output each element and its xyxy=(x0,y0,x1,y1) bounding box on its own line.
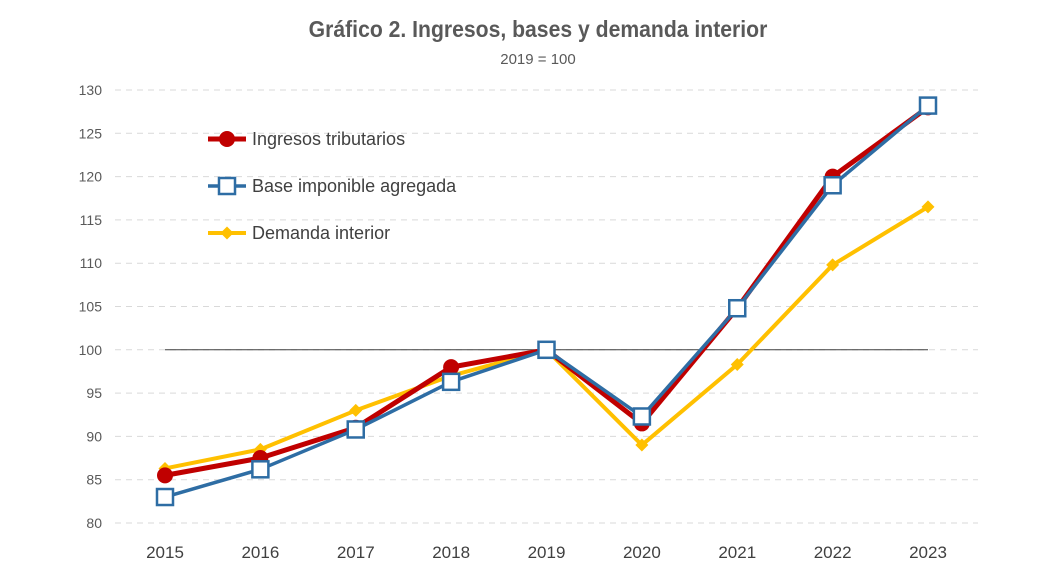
point-base-imponible-agregada-2018 xyxy=(441,372,461,392)
y-tick-label-90: 90 xyxy=(86,428,102,444)
y-tick-label-120: 120 xyxy=(79,169,103,185)
series-line-demanda-interior xyxy=(164,205,930,471)
point-base-imponible-agregada-2023 xyxy=(918,96,938,115)
y-tick-label-130: 130 xyxy=(79,82,103,98)
series-line-ingresos-tributarios xyxy=(164,105,930,478)
y-tick-label-95: 95 xyxy=(86,385,102,401)
chart-title: Gráfico 2. Ingresos, bases y demanda int… xyxy=(308,16,768,42)
series-line-base-imponible-agregada xyxy=(164,104,930,499)
x-tick-label-2015: 2015 xyxy=(146,543,184,562)
point-base-imponible-agregada-2017 xyxy=(346,420,365,439)
point-ingresos-tributarios-2018 xyxy=(443,359,460,376)
legend-label-demanda-interior: Demanda interior xyxy=(252,223,390,243)
legend-marker-base-imponible-agregada xyxy=(217,176,237,196)
y-tick-label-100: 100 xyxy=(79,342,103,358)
point-demanda-interior-2022 xyxy=(826,258,840,272)
y-tick-label-105: 105 xyxy=(79,299,103,315)
point-base-imponible-agregada-2022 xyxy=(823,176,842,195)
y-tick-label-110: 110 xyxy=(80,255,103,271)
x-tick-label-2023: 2023 xyxy=(909,543,947,562)
point-demanda-interior-2023 xyxy=(921,200,935,214)
x-tick-label-2016: 2016 xyxy=(241,543,279,562)
point-demanda-interior-2021 xyxy=(730,358,744,372)
point-ingresos-tributarios-2015 xyxy=(157,467,173,484)
y-tick-label-125: 125 xyxy=(79,125,103,141)
legend-label-base-imponible-agregada: Base imponible agregada xyxy=(252,176,457,196)
y-tick-label-85: 85 xyxy=(86,472,102,488)
point-base-imponible-agregada-2016 xyxy=(251,460,270,479)
point-base-imponible-agregada-2020 xyxy=(632,407,652,426)
point-demanda-interior-2017 xyxy=(349,403,363,417)
point-base-imponible-agregada-2019 xyxy=(537,340,556,360)
legend-label-ingresos-tributarios: Ingresos tributarios xyxy=(252,129,405,149)
point-demanda-interior-2020 xyxy=(635,438,649,452)
legend-marker-ingresos-tributarios xyxy=(219,131,235,147)
chart-subtitle: 2019 = 100 xyxy=(500,51,576,68)
point-base-imponible-agregada-2015 xyxy=(155,487,175,507)
x-tick-label-2021: 2021 xyxy=(718,543,756,562)
x-tick-label-2017: 2017 xyxy=(337,543,375,562)
y-tick-label-80: 80 xyxy=(86,515,102,531)
y-tick-label-115: 115 xyxy=(80,212,103,228)
x-tick-label-2020: 2020 xyxy=(623,543,661,562)
legend-marker-demanda-interior xyxy=(220,226,234,240)
x-tick-label-2019: 2019 xyxy=(528,543,566,562)
point-base-imponible-agregada-2021 xyxy=(728,298,747,318)
x-tick-label-2022: 2022 xyxy=(814,543,852,562)
x-tick-label-2018: 2018 xyxy=(432,543,470,562)
